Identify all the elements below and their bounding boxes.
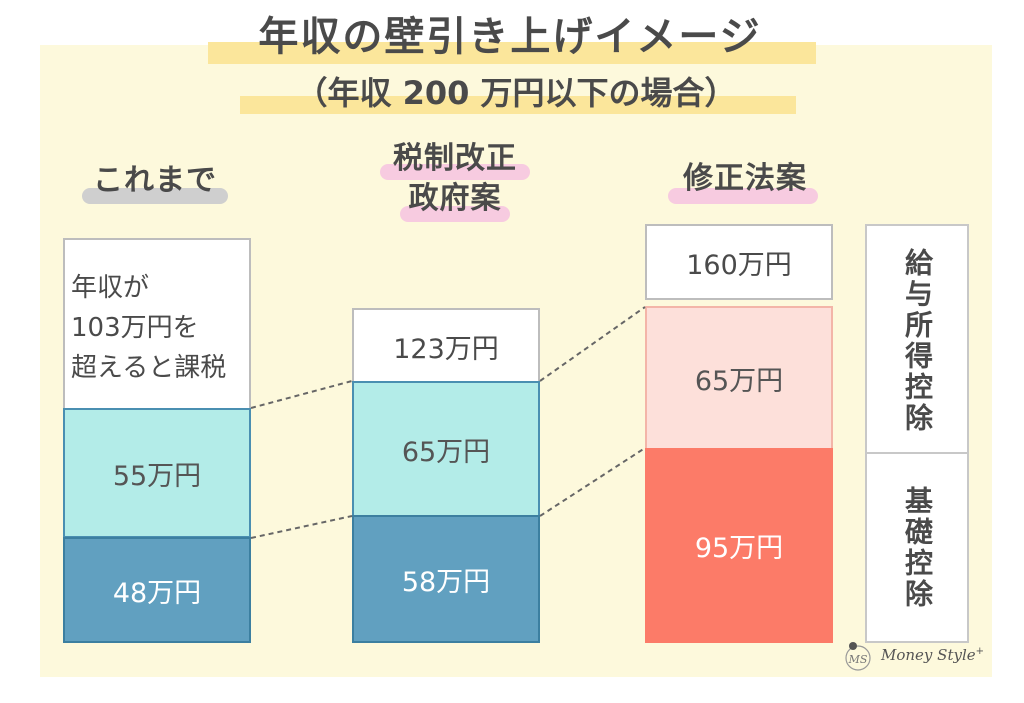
column-heading-government-1: 税制改正 bbox=[393, 141, 517, 176]
connector-line bbox=[539, 447, 646, 517]
legend-basic-deduction: 基礎控除 bbox=[865, 452, 969, 643]
logo-text: Money Style bbox=[881, 646, 976, 664]
current-employment-deduction: 55万円 bbox=[63, 408, 251, 538]
column-heading-current: これまで bbox=[93, 163, 217, 198]
amendment-total-box: 160万円 bbox=[645, 224, 833, 300]
svg-text:MS: MS bbox=[848, 653, 868, 666]
heading-underline-government-2 bbox=[400, 206, 510, 222]
column-heading-government-2: 政府案 bbox=[408, 181, 502, 216]
logo-plus: + bbox=[975, 646, 985, 657]
heading-underline-amendment bbox=[668, 188, 818, 204]
heading-underline-government-1 bbox=[380, 164, 530, 180]
amendment-basic-deduction: 95万円 bbox=[645, 448, 833, 643]
current-threshold-box: 年収が 103万円を 超えると課税 bbox=[63, 238, 251, 410]
government-basic-deduction: 58万円 bbox=[352, 515, 540, 643]
legend-employment-deduction: 給与所得控除 bbox=[865, 224, 969, 454]
page-title: 年収の壁引き上げイメージ bbox=[258, 14, 762, 60]
logo-mark-icon: MS bbox=[845, 642, 871, 671]
connector-line bbox=[250, 515, 353, 539]
connector-line bbox=[250, 380, 353, 409]
current-note-line-3: 超えると課税 bbox=[71, 353, 227, 383]
government-total-box: 123万円 bbox=[352, 308, 540, 384]
legend-employment-label: 給与所得控除 bbox=[901, 248, 934, 434]
money-style-logo: MS Money Style+ bbox=[843, 638, 985, 678]
subtitle-highlight bbox=[240, 96, 796, 114]
current-note-line-2: 103万円を bbox=[71, 313, 199, 343]
amendment-employment-deduction: 65万円 bbox=[645, 306, 833, 450]
page-subtitle: （年収 200 万円以下の場合） bbox=[295, 74, 737, 112]
title-highlight bbox=[208, 42, 816, 64]
column-heading-amendment: 修正法案 bbox=[683, 161, 807, 196]
connector-line bbox=[539, 306, 646, 382]
current-basic-deduction: 48万円 bbox=[63, 537, 251, 643]
heading-underline-current bbox=[82, 188, 228, 204]
legend-basic-label: 基礎控除 bbox=[901, 486, 934, 610]
current-note-line-1: 年収が bbox=[71, 273, 150, 303]
